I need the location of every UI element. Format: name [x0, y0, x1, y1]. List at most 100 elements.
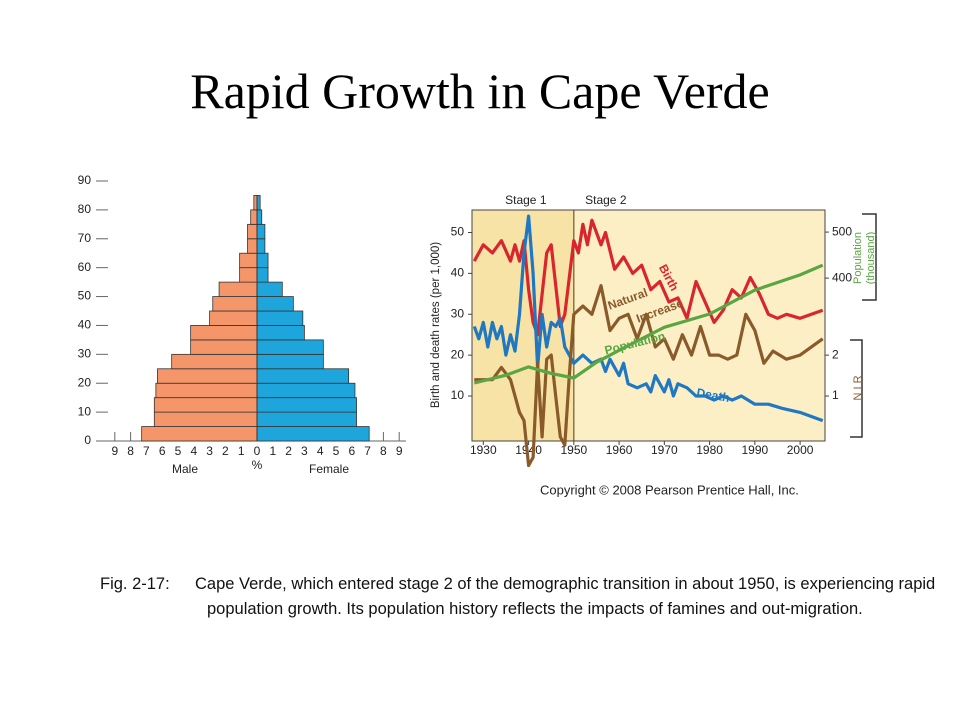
- x-tick-label: 1990: [742, 443, 769, 457]
- x-tick-label: 5: [333, 444, 340, 458]
- figure: Copyright © 2008 Pearson Prentice Hall, …: [78, 173, 877, 497]
- x-tick-label: 2: [222, 444, 229, 458]
- series-line: [472, 214, 824, 423]
- y-tick-label: 10: [451, 388, 465, 402]
- legend-label: Female: [309, 462, 349, 476]
- caption-text: Cape Verde, which entered stage 2 of the…: [195, 575, 936, 618]
- axis-brackets: [850, 213, 877, 438]
- y-tick-label: 10: [78, 404, 92, 418]
- bar: [256, 310, 304, 326]
- bar: [256, 252, 269, 269]
- y-tick-label: 40: [451, 266, 465, 280]
- x-tick-label: 1930: [470, 443, 497, 457]
- caption: Fig. 2-17: Cape Verde, which entered stag…: [100, 572, 960, 622]
- y-tick-label: 30: [451, 306, 465, 320]
- y3-axis-label: N I R: [852, 375, 864, 400]
- y-tick-label: 40: [78, 318, 92, 332]
- x-tick-label: 7: [364, 444, 371, 458]
- caption-label: Fig. 2-17:: [100, 575, 170, 593]
- y3-tick-label: 2: [832, 347, 839, 361]
- y-tick-label: 0: [84, 433, 91, 447]
- bar: [190, 339, 258, 355]
- x-tick-label: 7: [143, 444, 150, 458]
- y-tick-label: 30: [78, 347, 92, 361]
- series-line: [473, 263, 824, 385]
- bar: [239, 267, 258, 283]
- stage-label: Stage 1: [505, 193, 547, 207]
- bar: [256, 223, 266, 240]
- x-tick-label: 1950: [560, 443, 587, 457]
- bar: [256, 382, 356, 399]
- bar: [141, 426, 258, 442]
- bar: [157, 368, 258, 384]
- bar: [256, 411, 357, 427]
- bar: [256, 281, 283, 297]
- x-tick-label: 1: [269, 444, 276, 458]
- plot-frame: [471, 209, 826, 442]
- x-tick-label: 0: [254, 444, 261, 458]
- y-axis-label: Birth and death rates (per 1,000): [430, 242, 442, 408]
- bar: [256, 397, 357, 413]
- x-tick-label: 9: [111, 444, 118, 458]
- x-tick-label: 2000: [787, 443, 814, 457]
- y-tick-label: 20: [78, 375, 92, 389]
- bar: [256, 267, 269, 283]
- bar: [256, 368, 350, 384]
- y-tick-label: 90: [78, 173, 92, 187]
- bar: [190, 325, 258, 341]
- y2-axis-label: Population: [852, 232, 864, 284]
- series-label: Death: [696, 385, 731, 405]
- copyright: Copyright © 2008 Pearson Prentice Hall, …: [540, 482, 799, 497]
- y-tick-label: 20: [451, 347, 465, 361]
- nir-bracket: [850, 339, 863, 438]
- x-tick-label: 6: [159, 444, 166, 458]
- x-tick-label: 1980: [696, 443, 723, 457]
- x-tick-label: 1940: [515, 443, 542, 457]
- slide-title: Rapid Growth in Cape Verde: [190, 63, 770, 119]
- y2-tick-label: 500: [832, 224, 852, 238]
- x-tick-label: 4: [190, 444, 197, 458]
- bar: [256, 339, 324, 355]
- x-tick-label: 3: [301, 444, 308, 458]
- bar: [153, 397, 258, 413]
- x-tick-label: 5: [175, 444, 182, 458]
- x-tick-label: 6: [348, 444, 355, 458]
- x-tick-label: 1: [238, 444, 245, 458]
- bar: [212, 296, 258, 312]
- bar: [247, 223, 258, 240]
- bar: [239, 252, 258, 269]
- x-axis-label: %: [252, 458, 263, 472]
- bar: [256, 325, 305, 341]
- y2-tick-label: 400: [832, 270, 852, 284]
- stage-label: Stage 2: [585, 193, 627, 207]
- bar: [209, 310, 258, 326]
- bar: [218, 281, 258, 297]
- x-tick-label: 2: [285, 444, 292, 458]
- bar: [171, 353, 258, 370]
- x-tick-label: 4: [317, 444, 324, 458]
- bar: [256, 238, 266, 254]
- bar: [256, 426, 370, 442]
- bar: [256, 296, 294, 312]
- x-tick-label: 8: [380, 444, 387, 458]
- bar: [250, 209, 258, 225]
- x-tick-label: 8: [127, 444, 134, 458]
- x-tick-label: 1960: [606, 443, 633, 457]
- bar: [247, 238, 258, 254]
- bar: [155, 382, 258, 399]
- x-tick-label: 1970: [651, 443, 678, 457]
- y-tick-label: 60: [78, 260, 92, 274]
- y-tick-label: 70: [78, 231, 92, 245]
- series-line: [474, 284, 824, 468]
- bar: [256, 209, 263, 225]
- population-bracket: [862, 213, 877, 301]
- legend-label: Male: [172, 462, 198, 476]
- y-tick-label: 80: [78, 202, 92, 216]
- bar: [153, 411, 258, 427]
- y-tick-label: 50: [451, 225, 465, 239]
- y-tick-label: 50: [78, 289, 92, 303]
- y2-axis-label: (thousand): [865, 232, 877, 285]
- bar: [256, 353, 324, 370]
- x-tick-label: 3: [206, 444, 213, 458]
